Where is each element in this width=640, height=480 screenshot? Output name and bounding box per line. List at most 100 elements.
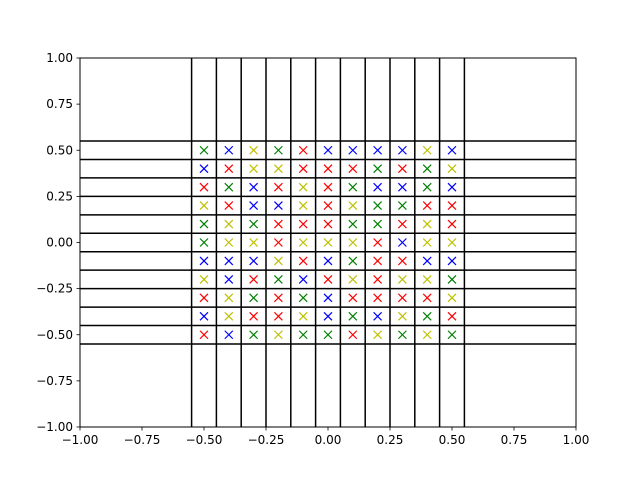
point-marker [298, 219, 308, 229]
marker-stroke [422, 219, 432, 229]
x-tick-label: −1.00 [62, 433, 99, 447]
marker-stroke [224, 330, 234, 340]
point-marker [422, 274, 432, 284]
point-marker [323, 311, 333, 321]
point-marker [422, 219, 432, 229]
point-marker [273, 311, 283, 321]
point-marker [397, 164, 407, 174]
marker-stroke [373, 330, 383, 340]
x-tick-label: −0.25 [248, 433, 285, 447]
point-marker [397, 256, 407, 266]
marker-stroke [373, 219, 383, 229]
marker-stroke [348, 274, 358, 284]
marker-stroke [373, 164, 383, 174]
y-tick-label: −0.75 [36, 374, 73, 388]
point-marker [397, 311, 407, 321]
point-marker [397, 274, 407, 284]
marker-stroke [273, 164, 283, 174]
point-marker [422, 201, 432, 211]
y-tick-label: −0.25 [36, 282, 73, 296]
point-marker [323, 238, 333, 247]
marker-stroke [298, 164, 308, 174]
marker-stroke [348, 219, 358, 229]
marker-stroke [373, 274, 383, 284]
point-marker [373, 274, 383, 284]
point-marker [273, 256, 283, 266]
point-marker [397, 330, 407, 340]
point-marker [249, 145, 259, 155]
marker-stroke [323, 330, 333, 340]
marker-stroke [422, 145, 432, 155]
x-tick-label: 0.25 [377, 433, 404, 447]
marker-stroke [373, 238, 383, 247]
y-tick-label: −0.50 [36, 328, 73, 342]
marker-stroke [397, 293, 407, 303]
point-marker [447, 238, 457, 247]
marker-stroke [298, 201, 308, 211]
marker-stroke [422, 201, 432, 211]
point-marker [224, 219, 234, 229]
y-axis-ticks: −1.00 −0.75 −0.50 −0.25 0.00 0.25 0.50 0.75 1.00 [36, 51, 80, 434]
marker-stroke [199, 293, 209, 303]
marker-stroke [323, 164, 333, 174]
marker-stroke [397, 311, 407, 321]
marker-stroke [273, 201, 283, 211]
marker-stroke [298, 182, 308, 192]
marker-stroke [249, 311, 259, 321]
point-marker [373, 293, 383, 303]
marker-stroke [348, 164, 358, 174]
x-tick-label: −0.75 [124, 433, 161, 447]
point-marker [447, 330, 457, 340]
point-marker [249, 164, 259, 174]
y-tick-label: −1.00 [36, 420, 73, 434]
point-marker [298, 274, 308, 284]
y-tick-label: 0.00 [46, 236, 73, 250]
marker-stroke [199, 219, 209, 229]
marker-stroke [397, 219, 407, 229]
point-marker [348, 201, 358, 211]
point-marker [422, 311, 432, 321]
point-marker [249, 201, 259, 211]
marker-stroke [298, 256, 308, 266]
marker-stroke [273, 274, 283, 284]
y-tick-label: 0.75 [46, 97, 73, 111]
marker-stroke [373, 256, 383, 266]
marker-stroke [199, 182, 209, 192]
point-marker [249, 311, 259, 321]
marker-stroke [273, 219, 283, 229]
point-marker [298, 145, 308, 155]
point-marker [422, 145, 432, 155]
marker-stroke [249, 219, 259, 229]
marker-stroke [224, 274, 234, 284]
point-marker [373, 145, 383, 155]
data-points [199, 145, 457, 340]
point-marker [199, 201, 209, 211]
point-marker [224, 145, 234, 155]
marker-stroke [249, 274, 259, 284]
point-marker [397, 182, 407, 192]
marker-stroke [224, 293, 234, 303]
marker-stroke [323, 145, 333, 155]
point-marker [199, 311, 209, 321]
marker-stroke [447, 330, 457, 340]
point-marker [224, 164, 234, 174]
point-marker [298, 238, 308, 247]
marker-stroke [323, 293, 333, 303]
marker-stroke [323, 219, 333, 229]
point-marker [249, 256, 259, 266]
marker-stroke [199, 164, 209, 174]
point-marker [249, 182, 259, 192]
point-marker [348, 293, 358, 303]
point-marker [447, 219, 457, 229]
x-tick-label: 0.00 [315, 433, 342, 447]
point-marker [373, 164, 383, 174]
point-marker [298, 256, 308, 266]
point-marker [249, 219, 259, 229]
marker-stroke [397, 164, 407, 174]
marker-stroke [224, 219, 234, 229]
point-marker [199, 293, 209, 303]
point-marker [447, 201, 457, 211]
point-marker [323, 182, 333, 192]
point-marker [199, 145, 209, 155]
